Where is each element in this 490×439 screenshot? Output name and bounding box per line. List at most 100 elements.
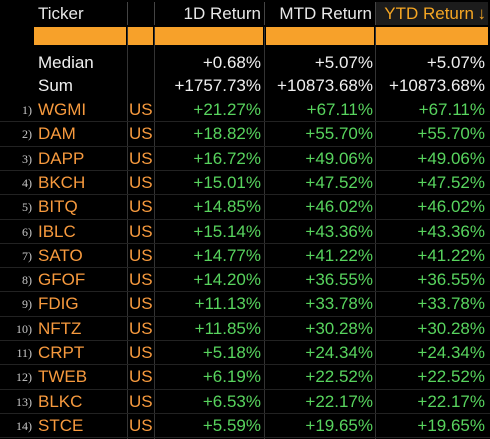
column-divider — [375, 2, 376, 25]
return-ytd-value: +55.70% — [417, 124, 485, 144]
row-divider — [0, 412, 490, 414]
column-divider — [154, 27, 155, 439]
filter-1d-input[interactable] — [155, 27, 263, 45]
ticker-symbol[interactable]: BLKC — [38, 391, 83, 411]
return-1d-value: +16.72% — [193, 148, 261, 168]
filter-ticker-input[interactable] — [34, 27, 126, 45]
return-1d-value: +15.01% — [193, 172, 261, 192]
table-row[interactable]: 14) STCE US +5.59% +19.65% +19.65% — [0, 414, 490, 438]
table-row[interactable]: 13) BLKC US +6.53% +22.17% +22.17% — [0, 390, 490, 414]
return-1d-value: +14.77% — [193, 245, 261, 265]
ticker-symbol[interactable]: IBLC — [38, 221, 76, 241]
row-index: 12) — [16, 370, 32, 385]
ticker-symbol[interactable]: FDIG — [38, 294, 79, 314]
return-mtd-value: +67.11% — [306, 100, 373, 119]
country-code: US — [129, 367, 153, 387]
return-ytd-value: +46.02% — [417, 197, 485, 217]
return-ytd-value: +33.78% — [417, 294, 485, 314]
return-1d-value: +5.18% — [202, 343, 261, 362]
row-divider — [0, 194, 490, 196]
country-code: US — [129, 391, 153, 411]
ticker-symbol[interactable]: DAM — [38, 124, 76, 144]
return-1d-value: +6.53% — [202, 391, 261, 411]
row-divider — [0, 267, 490, 269]
ticker-symbol[interactable]: NFTZ — [38, 318, 82, 338]
row-index: 3) — [22, 151, 32, 166]
return-mtd-value: +47.52% — [305, 172, 373, 192]
row-divider — [0, 315, 490, 317]
column-header-1d-return[interactable]: 1D Return — [183, 4, 261, 23]
table-row[interactable]: 9) FDIG US +11.13% +33.78% +33.78% — [0, 292, 490, 316]
table-row[interactable]: 3) DAPP US +16.72% +49.06% +49.06% — [0, 147, 490, 171]
sort-descending-icon[interactable]: ↓ — [477, 4, 487, 23]
return-ytd-value: +30.28% — [417, 318, 485, 338]
row-divider — [0, 121, 490, 123]
return-mtd-value: +22.52% — [305, 367, 373, 387]
row-index: 4) — [22, 175, 32, 190]
return-1d-value: +11.13% — [194, 294, 261, 314]
summary-mtd-value: +10873.68% — [277, 76, 373, 95]
row-index: 1) — [22, 103, 32, 117]
filter-mtd-input[interactable] — [266, 27, 374, 45]
ticker-symbol[interactable]: SATO — [38, 245, 83, 265]
row-divider — [0, 291, 490, 293]
summary-mtd-value: +5.07% — [314, 53, 373, 72]
row-index: 9) — [22, 297, 32, 312]
return-mtd-value: +19.65% — [305, 415, 373, 435]
ticker-symbol[interactable]: GFOF — [38, 270, 86, 290]
summary-label: Median — [38, 53, 94, 72]
country-code: US — [129, 318, 153, 338]
column-divider — [127, 2, 128, 25]
table-row[interactable]: 6) IBLC US +15.14% +43.36% +43.36% — [0, 220, 490, 244]
country-code: US — [129, 148, 153, 168]
return-mtd-value: +33.78% — [305, 294, 373, 314]
column-divider — [375, 27, 376, 439]
row-index: 10) — [16, 321, 32, 336]
row-index: 6) — [22, 224, 32, 239]
ticker-symbol[interactable]: WGMI — [38, 100, 87, 119]
ticker-symbol[interactable]: DAPP — [38, 148, 85, 168]
row-divider — [0, 218, 490, 220]
summary-ytd-value: +10873.68% — [389, 76, 485, 95]
return-mtd-value: +30.28% — [305, 318, 373, 338]
ticker-symbol[interactable]: TWEB — [38, 367, 88, 387]
return-mtd-value: +24.34% — [305, 343, 373, 362]
ticker-symbol[interactable]: BKCH — [38, 172, 86, 192]
column-header-ticker[interactable]: Ticker — [38, 4, 84, 23]
filter-ytd-input[interactable] — [376, 27, 488, 45]
return-mtd-value: +46.02% — [305, 197, 373, 217]
table-row[interactable]: 1) WGMI US +21.27% +67.11% +67.11% — [0, 98, 490, 122]
ticker-symbol[interactable]: STCE — [38, 415, 84, 435]
return-1d-value: +11.85% — [194, 318, 261, 338]
country-code: US — [129, 172, 153, 192]
ticker-symbol[interactable]: BITQ — [38, 197, 78, 217]
return-1d-value: +6.19% — [202, 367, 261, 387]
column-divider — [264, 27, 265, 439]
table-row[interactable]: 12) TWEB US +6.19% +22.52% +22.52% — [0, 365, 490, 389]
summary-1d-value: +0.68% — [202, 53, 261, 72]
return-ytd-value: +24.34% — [417, 343, 485, 362]
table-row[interactable]: 7) SATO US +14.77% +41.22% +41.22% — [0, 244, 490, 268]
row-divider — [0, 388, 490, 390]
filter-country-input[interactable] — [128, 27, 153, 45]
summary-1d-value: +1757.73% — [174, 76, 262, 95]
column-divider — [264, 2, 265, 25]
column-header-mtd-return[interactable]: MTD Return — [279, 4, 372, 23]
row-divider — [0, 340, 490, 341]
column-divider — [127, 27, 128, 439]
column-divider — [154, 2, 155, 25]
table-row[interactable]: 5) BITQ US +14.85% +46.02% +46.02% — [0, 195, 490, 219]
ticker-symbol[interactable]: CRPT — [38, 343, 85, 362]
return-ytd-value: +47.52% — [417, 172, 485, 192]
filter-row — [0, 27, 490, 46]
return-ytd-value: +49.06% — [417, 148, 485, 168]
row-divider — [0, 145, 490, 147]
table-row[interactable]: 2) DAM US +18.82% +55.70% +55.70% — [0, 122, 490, 146]
table-row[interactable]: 8) GFOF US +14.20% +36.55% +36.55% — [0, 268, 490, 292]
table-row[interactable]: 4) BKCH US +15.01% +47.52% +47.52% — [0, 171, 490, 195]
table-row[interactable]: 11) CRPT US +5.18% +24.34% +24.34% — [0, 341, 490, 365]
return-mtd-value: +41.22% — [305, 245, 373, 265]
table-row[interactable]: 10) NFTZ US +11.85% +30.28% +30.28% — [0, 317, 490, 341]
column-header-ytd-return[interactable]: YTD Return ↓ — [376, 2, 488, 25]
